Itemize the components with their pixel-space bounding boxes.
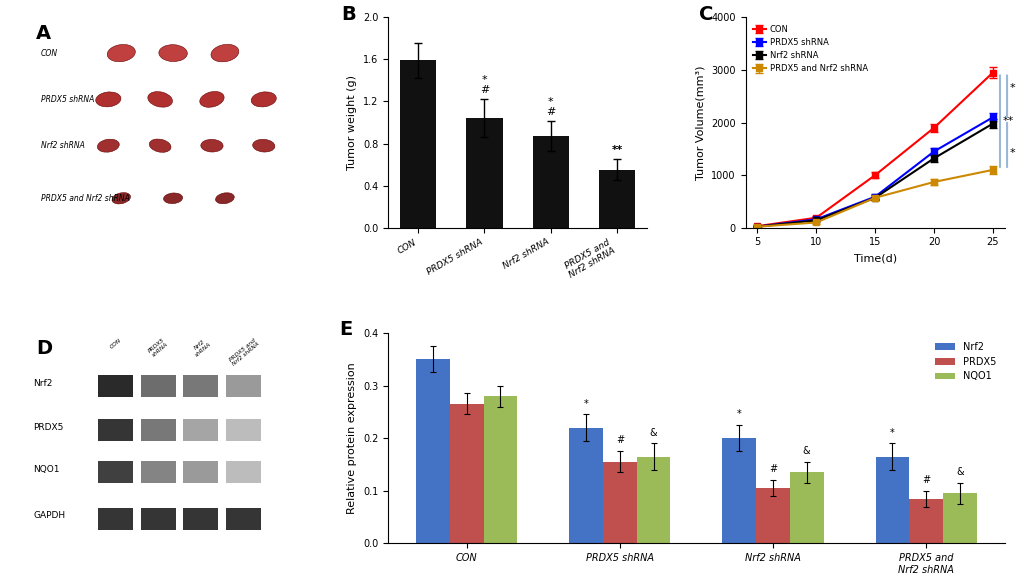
Text: GAPDH: GAPDH xyxy=(34,512,65,520)
Ellipse shape xyxy=(253,139,274,152)
FancyBboxPatch shape xyxy=(141,461,175,483)
Bar xyxy=(908,499,942,543)
Text: &: & xyxy=(955,467,963,477)
Text: **: ** xyxy=(611,145,623,155)
Text: *: * xyxy=(583,399,588,409)
Ellipse shape xyxy=(163,193,182,203)
Text: **: ** xyxy=(1002,116,1013,126)
FancyBboxPatch shape xyxy=(226,461,261,483)
Text: PRDX5: PRDX5 xyxy=(34,423,63,432)
Ellipse shape xyxy=(149,139,171,153)
Ellipse shape xyxy=(112,192,130,204)
Text: &: & xyxy=(802,446,810,456)
Text: Nrf2
shRNA: Nrf2 shRNA xyxy=(191,337,212,358)
Text: PRDX5
shRNA: PRDX5 shRNA xyxy=(148,337,170,358)
Ellipse shape xyxy=(107,45,136,62)
Text: *: * xyxy=(1009,148,1015,158)
Y-axis label: Relative protein expression: Relative protein expression xyxy=(347,362,357,514)
FancyBboxPatch shape xyxy=(141,375,175,397)
Text: CON: CON xyxy=(109,337,122,350)
Bar xyxy=(636,457,669,543)
Text: D: D xyxy=(36,339,52,358)
FancyBboxPatch shape xyxy=(183,461,218,483)
FancyBboxPatch shape xyxy=(183,419,218,441)
Ellipse shape xyxy=(251,92,276,107)
Ellipse shape xyxy=(211,45,238,62)
Text: #: # xyxy=(768,464,776,475)
Text: PRDX5 shRNA: PRDX5 shRNA xyxy=(41,95,94,104)
Text: A: A xyxy=(36,24,51,43)
Ellipse shape xyxy=(148,92,172,107)
Text: CON: CON xyxy=(41,49,58,58)
Ellipse shape xyxy=(97,139,119,152)
FancyBboxPatch shape xyxy=(183,507,218,529)
Text: NQO1: NQO1 xyxy=(34,465,60,474)
Bar xyxy=(598,170,635,228)
X-axis label: Time(d): Time(d) xyxy=(853,253,896,263)
Text: #: # xyxy=(479,85,489,95)
Text: &: & xyxy=(649,428,656,438)
Bar xyxy=(399,61,436,228)
FancyBboxPatch shape xyxy=(98,507,132,529)
FancyBboxPatch shape xyxy=(183,375,218,397)
Text: #: # xyxy=(921,475,929,485)
Text: *: * xyxy=(736,409,741,419)
Text: C: C xyxy=(698,5,712,24)
Bar xyxy=(416,360,449,543)
Text: *: * xyxy=(1009,83,1015,94)
FancyBboxPatch shape xyxy=(226,419,261,441)
FancyBboxPatch shape xyxy=(226,507,261,529)
Text: *: * xyxy=(890,428,894,438)
Y-axis label: Tumor weight (g): Tumor weight (g) xyxy=(347,75,357,170)
Text: *: * xyxy=(547,97,553,107)
Text: **: ** xyxy=(611,145,623,155)
Bar xyxy=(789,472,822,543)
Ellipse shape xyxy=(96,92,121,107)
Text: PRDX5 and Nrf2 shRNA: PRDX5 and Nrf2 shRNA xyxy=(41,194,129,203)
Bar xyxy=(483,396,517,543)
Text: Nrf2 shRNA: Nrf2 shRNA xyxy=(41,141,85,150)
Bar xyxy=(721,438,755,543)
Bar xyxy=(466,118,502,228)
Bar xyxy=(449,404,483,543)
FancyBboxPatch shape xyxy=(141,419,175,441)
Ellipse shape xyxy=(159,45,187,61)
FancyBboxPatch shape xyxy=(141,507,175,529)
FancyBboxPatch shape xyxy=(98,375,132,397)
Text: B: B xyxy=(341,5,356,24)
FancyBboxPatch shape xyxy=(98,461,132,483)
Bar xyxy=(532,136,569,228)
FancyBboxPatch shape xyxy=(226,375,261,397)
Bar xyxy=(569,428,602,543)
Ellipse shape xyxy=(201,139,223,152)
Bar xyxy=(602,462,636,543)
Text: E: E xyxy=(338,320,352,339)
Bar xyxy=(874,457,908,543)
Text: #: # xyxy=(545,108,555,117)
Bar xyxy=(755,488,789,543)
Legend: CON, PRDX5 shRNA, Nrf2 shRNA, PRDX5 and Nrf2 shRNA: CON, PRDX5 shRNA, Nrf2 shRNA, PRDX5 and … xyxy=(749,21,870,77)
Ellipse shape xyxy=(215,193,234,204)
Legend: Nrf2, PRDX5, NQO1: Nrf2, PRDX5, NQO1 xyxy=(930,338,999,386)
Bar xyxy=(942,494,976,543)
Text: Nrf2: Nrf2 xyxy=(34,379,53,388)
FancyBboxPatch shape xyxy=(98,419,132,441)
Text: *: * xyxy=(481,75,487,84)
Y-axis label: Tumor Volume(mm³): Tumor Volume(mm³) xyxy=(695,65,705,180)
Ellipse shape xyxy=(200,91,224,108)
Text: #: # xyxy=(615,435,624,446)
Text: PRDX5 and
Nrf2 shRNA: PRDX5 and Nrf2 shRNA xyxy=(227,337,261,367)
